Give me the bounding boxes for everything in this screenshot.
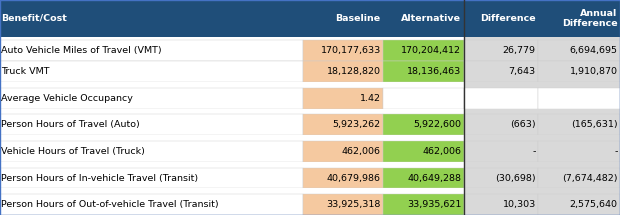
Bar xyxy=(0,61,303,82)
Text: 5,922,600: 5,922,600 xyxy=(414,120,461,129)
Text: Baseline: Baseline xyxy=(335,14,381,23)
Bar xyxy=(303,114,383,135)
Bar xyxy=(0,0,620,37)
Bar xyxy=(0,194,303,215)
Text: 26,779: 26,779 xyxy=(503,46,536,55)
Text: 33,925,318: 33,925,318 xyxy=(326,200,381,209)
Text: 6,694,695: 6,694,695 xyxy=(570,46,618,55)
Bar xyxy=(303,61,383,82)
Bar xyxy=(303,168,383,188)
Text: Average Vehicle Occupancy: Average Vehicle Occupancy xyxy=(1,94,133,103)
Bar xyxy=(464,109,620,114)
Text: Difference: Difference xyxy=(480,14,536,23)
Text: Annual
Difference: Annual Difference xyxy=(562,9,618,28)
Bar xyxy=(538,61,620,82)
Text: Person Hours of Out-of-vehicle Travel (Transit): Person Hours of Out-of-vehicle Travel (T… xyxy=(1,200,219,209)
Text: 40,679,986: 40,679,986 xyxy=(327,174,381,183)
Bar xyxy=(383,61,464,82)
Bar xyxy=(303,40,383,61)
Bar xyxy=(0,82,464,88)
Text: -: - xyxy=(614,147,618,156)
Text: 40,649,288: 40,649,288 xyxy=(407,174,461,183)
Text: Person Hours of Travel (Auto): Person Hours of Travel (Auto) xyxy=(1,120,140,129)
Bar xyxy=(464,61,538,82)
Bar xyxy=(0,168,303,188)
Bar xyxy=(464,194,538,215)
Text: 170,177,633: 170,177,633 xyxy=(321,46,381,55)
Text: 2,575,640: 2,575,640 xyxy=(570,200,618,209)
Bar xyxy=(464,141,538,162)
Text: (7,674,482): (7,674,482) xyxy=(562,174,618,183)
Bar xyxy=(464,188,620,194)
Bar xyxy=(0,114,303,135)
Text: 18,136,463: 18,136,463 xyxy=(407,67,461,76)
Text: -: - xyxy=(533,147,536,156)
Text: (663): (663) xyxy=(510,120,536,129)
Text: 170,204,412: 170,204,412 xyxy=(401,46,461,55)
Bar xyxy=(303,141,383,162)
Bar xyxy=(303,194,383,215)
Bar xyxy=(0,162,464,168)
Text: Person Hours of In-vehicle Travel (Transit): Person Hours of In-vehicle Travel (Trans… xyxy=(1,174,198,183)
Bar xyxy=(383,88,464,109)
Text: 18,128,820: 18,128,820 xyxy=(327,67,381,76)
Bar xyxy=(464,168,538,188)
Bar xyxy=(0,135,464,141)
Bar xyxy=(383,168,464,188)
Text: 7,643: 7,643 xyxy=(508,67,536,76)
Text: 462,006: 462,006 xyxy=(422,147,461,156)
Text: 462,006: 462,006 xyxy=(342,147,381,156)
Text: (165,631): (165,631) xyxy=(571,120,618,129)
Bar xyxy=(383,141,464,162)
Bar xyxy=(538,114,620,135)
Bar xyxy=(464,40,538,61)
Bar xyxy=(383,114,464,135)
Bar xyxy=(464,114,538,135)
Bar xyxy=(0,88,303,109)
Text: Alternative: Alternative xyxy=(401,14,461,23)
Bar xyxy=(538,194,620,215)
Bar xyxy=(0,141,303,162)
Bar xyxy=(464,135,620,141)
Text: Vehicle Hours of Travel (Truck): Vehicle Hours of Travel (Truck) xyxy=(1,147,145,156)
Bar xyxy=(0,37,464,40)
Bar xyxy=(538,141,620,162)
Text: 1,910,870: 1,910,870 xyxy=(570,67,618,76)
Text: 1.42: 1.42 xyxy=(360,94,381,103)
Bar xyxy=(303,88,383,109)
Bar xyxy=(0,40,303,61)
Bar xyxy=(464,162,620,168)
Text: Truck VMT: Truck VMT xyxy=(1,67,50,76)
Bar xyxy=(383,194,464,215)
Text: 33,935,621: 33,935,621 xyxy=(407,200,461,209)
Text: (30,698): (30,698) xyxy=(495,174,536,183)
Bar xyxy=(464,37,620,40)
Bar xyxy=(538,168,620,188)
Bar xyxy=(383,40,464,61)
Bar xyxy=(464,82,620,88)
Bar xyxy=(538,40,620,61)
Bar xyxy=(464,88,538,109)
Text: Auto Vehicle Miles of Travel (VMT): Auto Vehicle Miles of Travel (VMT) xyxy=(1,46,162,55)
Bar xyxy=(538,88,620,109)
Bar xyxy=(0,188,464,194)
Text: 10,303: 10,303 xyxy=(502,200,536,209)
Text: Benefit/Cost: Benefit/Cost xyxy=(1,14,67,23)
Text: 5,923,262: 5,923,262 xyxy=(332,120,381,129)
Bar xyxy=(0,109,464,114)
